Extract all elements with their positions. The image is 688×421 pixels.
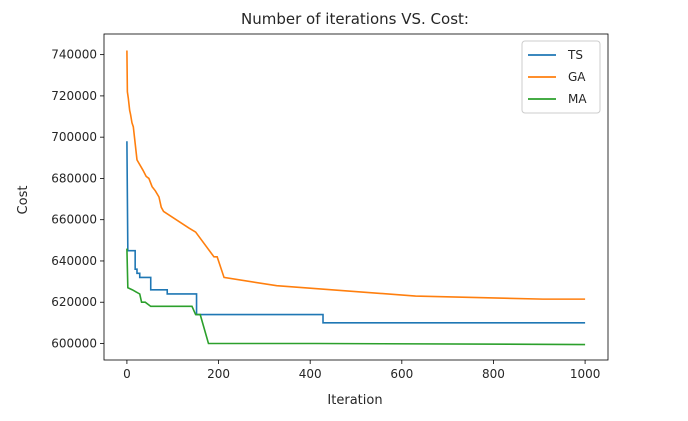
- x-axis-label: Iteration: [327, 393, 382, 408]
- y-tick-label: 620000: [51, 295, 97, 309]
- legend-label-ma: MA: [568, 92, 587, 106]
- y-axis-label: Cost: [16, 186, 31, 215]
- y-tick-label: 660000: [51, 213, 97, 227]
- series-line-ga: [126, 50, 586, 300]
- x-tick-label: 0: [123, 367, 131, 381]
- legend-label-ga: GA: [568, 70, 586, 84]
- x-tick-label: 600: [390, 367, 413, 381]
- legend: TS GA MA: [521, 40, 601, 114]
- chart-title: Number of iterations VS. Cost:: [241, 10, 469, 28]
- y-tick-label: 740000: [51, 48, 97, 62]
- axis-ticks: 0 200 400 600 800 1000 600000 620000 640000 66000…: [51, 48, 600, 381]
- x-tick-label: 400: [299, 367, 322, 381]
- y-tick-label: 700000: [51, 130, 97, 144]
- series-line-ma: [126, 248, 586, 346]
- x-tick-label: 800: [482, 367, 505, 381]
- plot-frame: [103, 33, 609, 361]
- y-tick-label: 680000: [51, 171, 97, 185]
- x-tick-label: 1000: [570, 367, 601, 381]
- x-tick-label: 200: [207, 367, 230, 381]
- legend-label-ts: TS: [567, 48, 583, 62]
- legend-box: [521, 40, 601, 114]
- series-layer: [126, 50, 586, 346]
- series-line-ts: [126, 141, 586, 324]
- y-tick-label: 600000: [51, 336, 97, 350]
- y-tick-label: 720000: [51, 89, 97, 103]
- y-tick-label: 640000: [51, 254, 97, 268]
